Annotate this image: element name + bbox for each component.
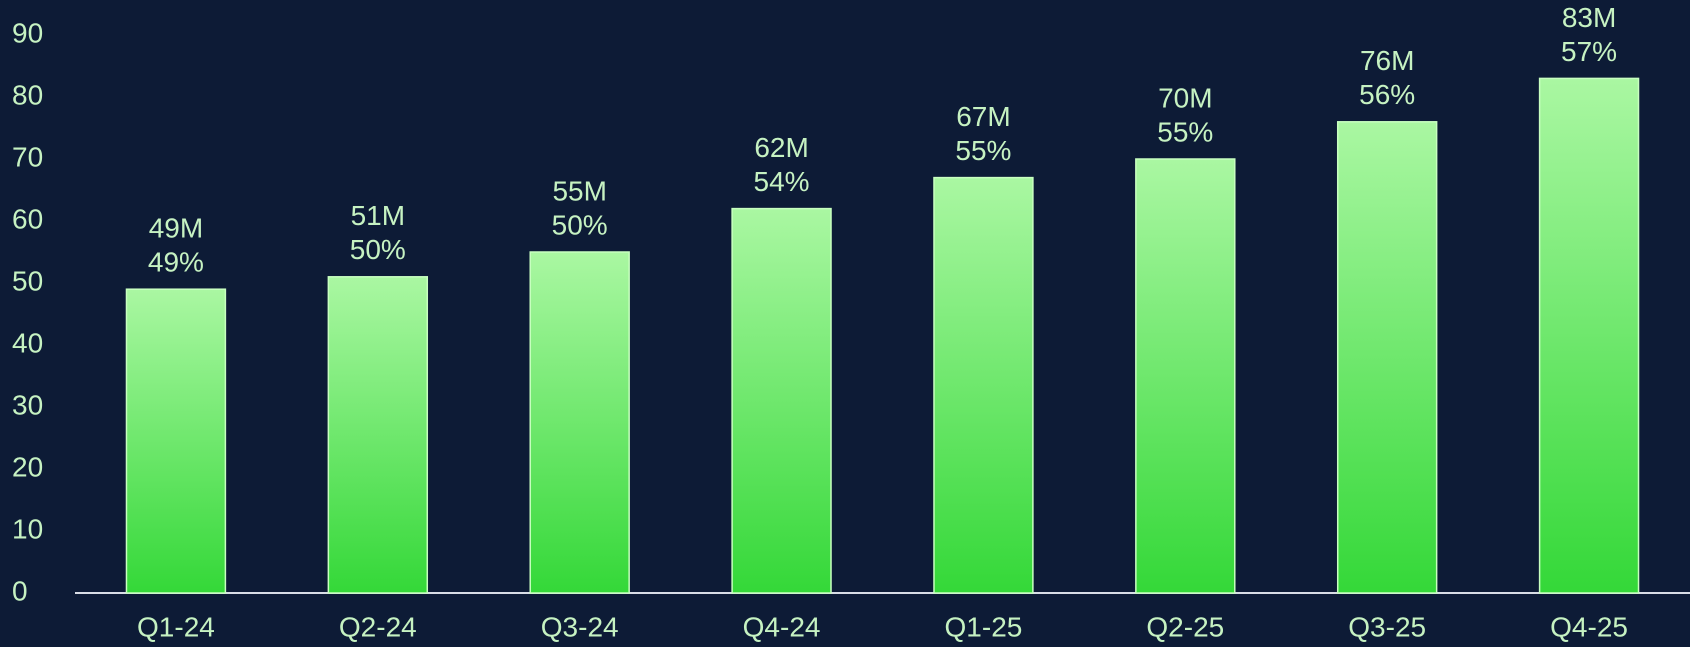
bar [529,251,630,594]
x-tick-label: Q3-25 [1348,611,1426,642]
y-tick-label: 40 [12,327,43,358]
share-label: 56% [1359,79,1415,110]
x-tick-label: Q1-24 [137,611,215,642]
y-tick-label: 50 [12,265,43,296]
y-tick-label: 30 [12,389,43,420]
y-tick-label: 80 [12,79,43,110]
x-tick-label: Q4-24 [743,611,821,642]
value-label: 55M [552,175,606,206]
value-label: 76M [1360,45,1414,76]
value-label: 83M [1562,2,1616,33]
x-tick-label: Q4-25 [1550,611,1628,642]
y-tick-label: 0 [12,575,28,606]
value-label: 51M [351,200,405,231]
share-label: 54% [754,166,810,197]
x-tick-label: Q2-25 [1146,611,1224,642]
y-tick-label: 10 [12,513,43,544]
y-tick-label: 90 [12,17,43,48]
bar [1135,158,1236,594]
value-label: 70M [1158,82,1212,113]
bar [1336,121,1438,594]
value-label: 67M [956,101,1010,132]
value-label: 49M [149,213,203,244]
bar [933,176,1034,594]
share-label: 55% [955,135,1011,166]
x-tick-label: Q1-25 [945,611,1023,642]
share-label: 49% [148,247,204,278]
share-label: 50% [552,209,608,240]
y-tick-label: 70 [12,141,43,172]
x-tick-label: Q3-24 [541,611,619,642]
y-tick-label: 60 [12,203,43,234]
x-tick-label: Q2-24 [339,611,417,642]
bar [125,288,227,594]
bar [731,207,832,594]
bar [327,276,429,594]
value-label: 62M [754,132,808,163]
bar [1538,77,1640,594]
share-label: 55% [1157,116,1213,147]
y-tick-label: 20 [12,451,43,482]
share-label: 57% [1561,36,1617,67]
share-label: 50% [350,234,406,265]
